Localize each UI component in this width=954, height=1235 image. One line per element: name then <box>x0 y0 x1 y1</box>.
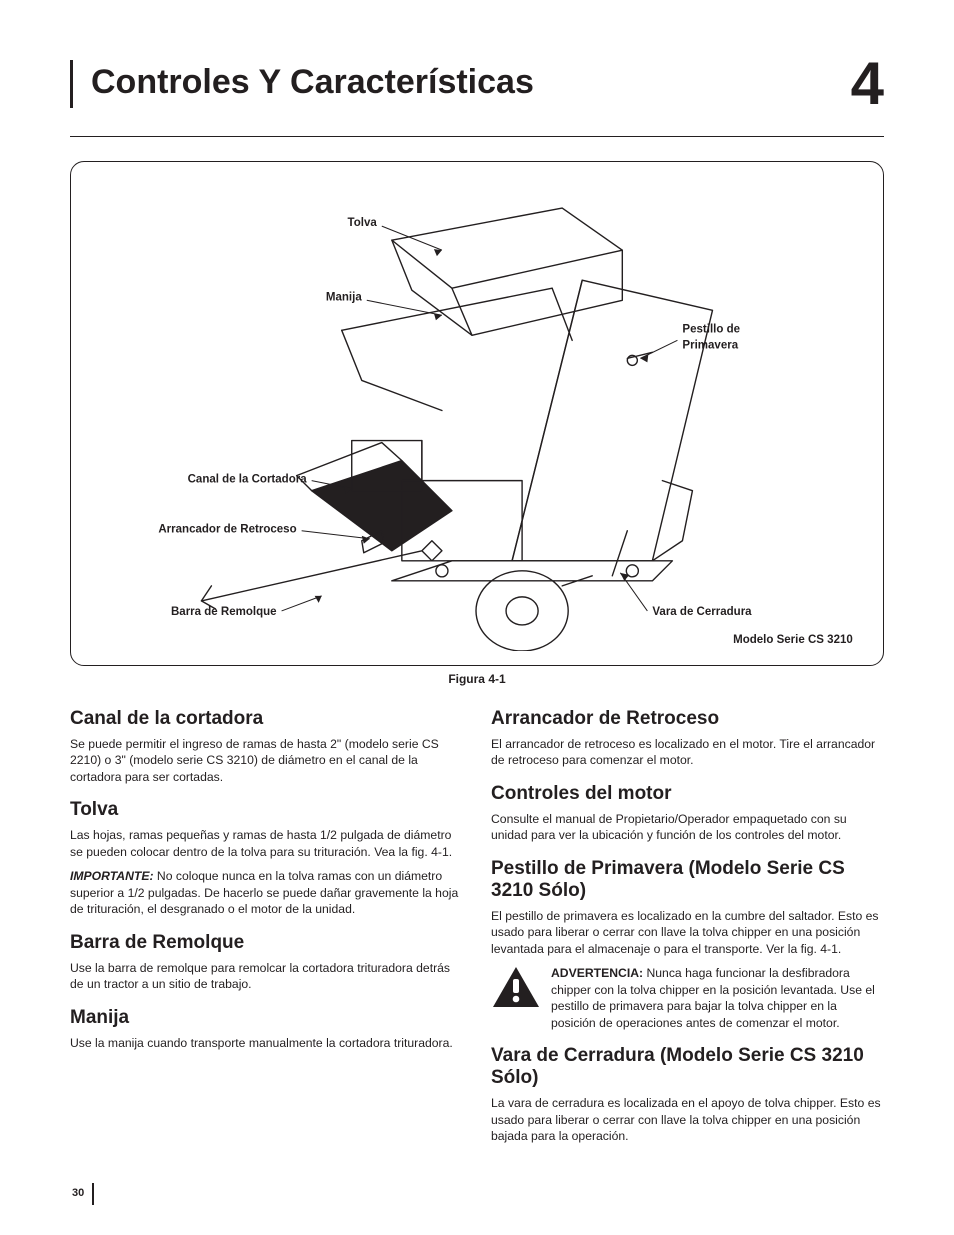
body-paragraph: Use la barra de remolque para remolcar l… <box>70 960 463 993</box>
warning-text: ADVERTENCIA: Nunca haga funcionar la des… <box>551 965 884 1031</box>
warning-block: ADVERTENCIA: Nunca haga funcionar la des… <box>491 965 884 1031</box>
header-underline <box>70 136 884 137</box>
body-columns: Canal de la cortadora Se puede permitir … <box>70 694 884 1153</box>
body-paragraph: El pestillo de primavera es localizado e… <box>491 908 884 957</box>
label-barra: Barra de Remolque <box>171 606 277 618</box>
diagram-svg: Tolva Manija Pestillo de Primavera Canal… <box>91 180 863 651</box>
warning-label: ADVERTENCIA: <box>551 966 643 980</box>
section-title: Barra de Remolque <box>70 932 463 954</box>
body-paragraph: Se puede permitir el ingreso de ramas de… <box>70 736 463 785</box>
body-paragraph: Consulte el manual de Propietario/Operad… <box>491 811 884 844</box>
section-title: Controles del motor <box>491 783 884 805</box>
left-column: Canal de la cortadora Se puede permitir … <box>70 694 463 1153</box>
right-column: Arrancador de Retroceso El arrancador de… <box>491 694 884 1153</box>
label-arrancador: Arrancador de Retroceso <box>158 524 296 536</box>
label-vara: Vara de Cerradura <box>652 606 752 618</box>
important-label: IMPORTANTE: <box>70 869 154 883</box>
section-title: Canal de la cortadora <box>70 708 463 730</box>
section-title: Pestillo de Primavera (Modelo Serie CS 3… <box>491 858 884 902</box>
chapter-number: 4 <box>851 60 884 108</box>
important-note: IMPORTANTE: No coloque nunca en la tolva… <box>70 868 463 917</box>
section-title: Vara de Cerradura (Modelo Serie CS 3210 … <box>491 1045 884 1089</box>
label-modelo: Modelo Serie CS 3210 <box>733 634 853 646</box>
section-title: Manija <box>70 1007 463 1029</box>
body-paragraph: El arrancador de retroceso es localizado… <box>491 736 884 769</box>
page-number: 30 <box>72 1187 84 1199</box>
chapter-header: Controles Y Características 4 <box>70 60 884 108</box>
section-title: Tolva <box>70 799 463 821</box>
label-manija: Manija <box>326 291 362 303</box>
label-pestillo-2: Primavera <box>682 339 738 351</box>
body-paragraph: Las hojas, ramas pequeñas y ramas de has… <box>70 827 463 860</box>
figure-box: Tolva Manija Pestillo de Primavera Canal… <box>70 161 884 666</box>
chapter-title: Controles Y Características <box>91 63 851 108</box>
warning-triangle-icon <box>491 965 541 1011</box>
body-paragraph: La vara de cerradura es localizada en el… <box>491 1095 884 1144</box>
figure-caption: Figura 4-1 <box>70 672 884 686</box>
header-vertical-rule <box>70 60 73 108</box>
page-number-rule <box>92 1183 94 1205</box>
section-title: Arrancador de Retroceso <box>491 708 884 730</box>
label-pestillo-1: Pestillo de <box>682 323 740 335</box>
body-paragraph: Use la manija cuando transporte manualme… <box>70 1035 463 1051</box>
label-tolva: Tolva <box>348 217 378 229</box>
label-canal: Canal de la Cortadora <box>188 474 308 486</box>
